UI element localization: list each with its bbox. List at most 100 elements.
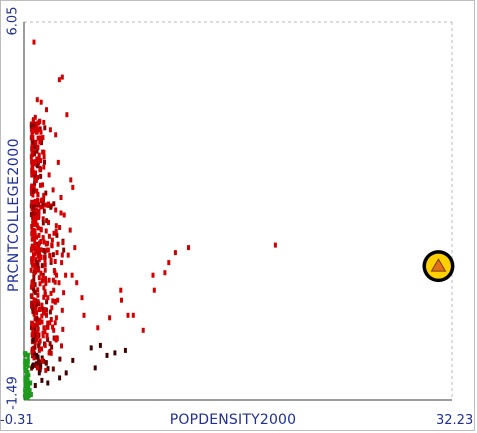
scatter-point (45, 312, 48, 318)
scatter-point (24, 395, 28, 400)
scatter-point (43, 291, 47, 297)
scatter-point (33, 144, 37, 150)
scatter-point (37, 127, 41, 133)
scatter-point (30, 123, 34, 129)
scatter-point (23, 388, 27, 393)
scatter-point (41, 330, 45, 336)
scatter-point (42, 285, 46, 291)
scatter-point (40, 377, 44, 383)
scatter-point (43, 257, 47, 263)
scatter-point (52, 327, 56, 333)
scatter-point (62, 212, 66, 218)
x-tick-min: -0.31 (0, 413, 34, 428)
scatter-point (45, 107, 48, 113)
y-axis-label: PRCNTCOLLEGE2000 (6, 137, 22, 293)
scatter-point (30, 152, 34, 158)
scatter-point (52, 287, 56, 293)
scatter-point (41, 135, 45, 141)
scatter-point (35, 301, 39, 307)
scatter-point (61, 326, 65, 332)
scatter-point (41, 333, 45, 339)
scatter-point (29, 212, 33, 218)
scatter-point (58, 225, 62, 230)
scatter-point (34, 305, 38, 311)
scatter-point (46, 202, 50, 208)
scatter-point (31, 282, 35, 288)
scatter-point (41, 201, 45, 207)
scatter-point (29, 267, 33, 273)
scatter-point (54, 223, 58, 229)
scatter-point (37, 208, 41, 214)
scatter-point (36, 202, 40, 208)
scatter-point (50, 237, 54, 243)
scatter-point (36, 144, 40, 150)
scatter-point (29, 380, 33, 386)
scatter-point (54, 315, 58, 321)
scatter-point (35, 200, 39, 205)
scatter-point (44, 367, 48, 373)
scatter-point (31, 337, 35, 343)
scatter-point (24, 359, 28, 363)
scatter-point (35, 124, 39, 130)
scatter-point (70, 272, 74, 278)
scatter-point (31, 308, 35, 314)
scatter-point (35, 222, 39, 228)
scatter-point (37, 343, 41, 349)
scatter-point (27, 373, 31, 378)
scatter-point (34, 269, 38, 275)
scatter-point (35, 365, 39, 371)
scatter-point (44, 228, 48, 234)
scatter-point (40, 302, 44, 308)
scatter-point (32, 297, 36, 303)
scatter-point (36, 326, 40, 332)
scatter-point (36, 135, 40, 141)
scatter-point (45, 247, 49, 253)
scatter-point (36, 262, 40, 268)
scatter-point (53, 270, 57, 276)
scatter-point (46, 295, 50, 301)
scatter-point (51, 298, 55, 304)
scatter-point (33, 265, 37, 271)
scatter-point (29, 188, 33, 194)
scatter-point (32, 127, 36, 133)
scatter-point (40, 140, 43, 146)
scatter-point (35, 97, 39, 103)
scatter-point (126, 312, 130, 318)
scatter-point (34, 207, 38, 213)
scatter-point (24, 361, 28, 366)
scatter-point (47, 277, 51, 283)
scatter-point (36, 192, 40, 198)
scatter-point (31, 135, 35, 140)
scatter-point (44, 360, 48, 366)
scatter-point (26, 384, 30, 389)
scatter-point (32, 305, 36, 311)
scatter-point (42, 254, 46, 260)
scatter-point (40, 263, 44, 269)
scatter-point (40, 197, 44, 203)
scatter-point (45, 299, 49, 305)
scatter-point (36, 225, 40, 231)
scatter-point (55, 335, 59, 341)
scatter-point (49, 204, 53, 210)
scatter-point (35, 337, 39, 343)
scatter-point (50, 305, 54, 311)
scatter-point (41, 306, 44, 312)
scatter-point (75, 280, 79, 286)
scatter-point (55, 232, 59, 238)
scatter-point (38, 167, 42, 173)
scatter-point (33, 316, 37, 322)
scatter-point (46, 366, 50, 372)
scatter-point (62, 247, 66, 253)
scatter-point (42, 325, 46, 331)
scatter-point (38, 338, 42, 344)
scatter-point (31, 346, 35, 351)
scatter-point (35, 320, 39, 326)
scatter-point (47, 233, 51, 239)
scatter-point (30, 183, 34, 189)
scatter-point (30, 244, 34, 250)
scatter-point (37, 158, 41, 164)
scatter-point (32, 285, 35, 291)
scatter-point (37, 232, 41, 238)
